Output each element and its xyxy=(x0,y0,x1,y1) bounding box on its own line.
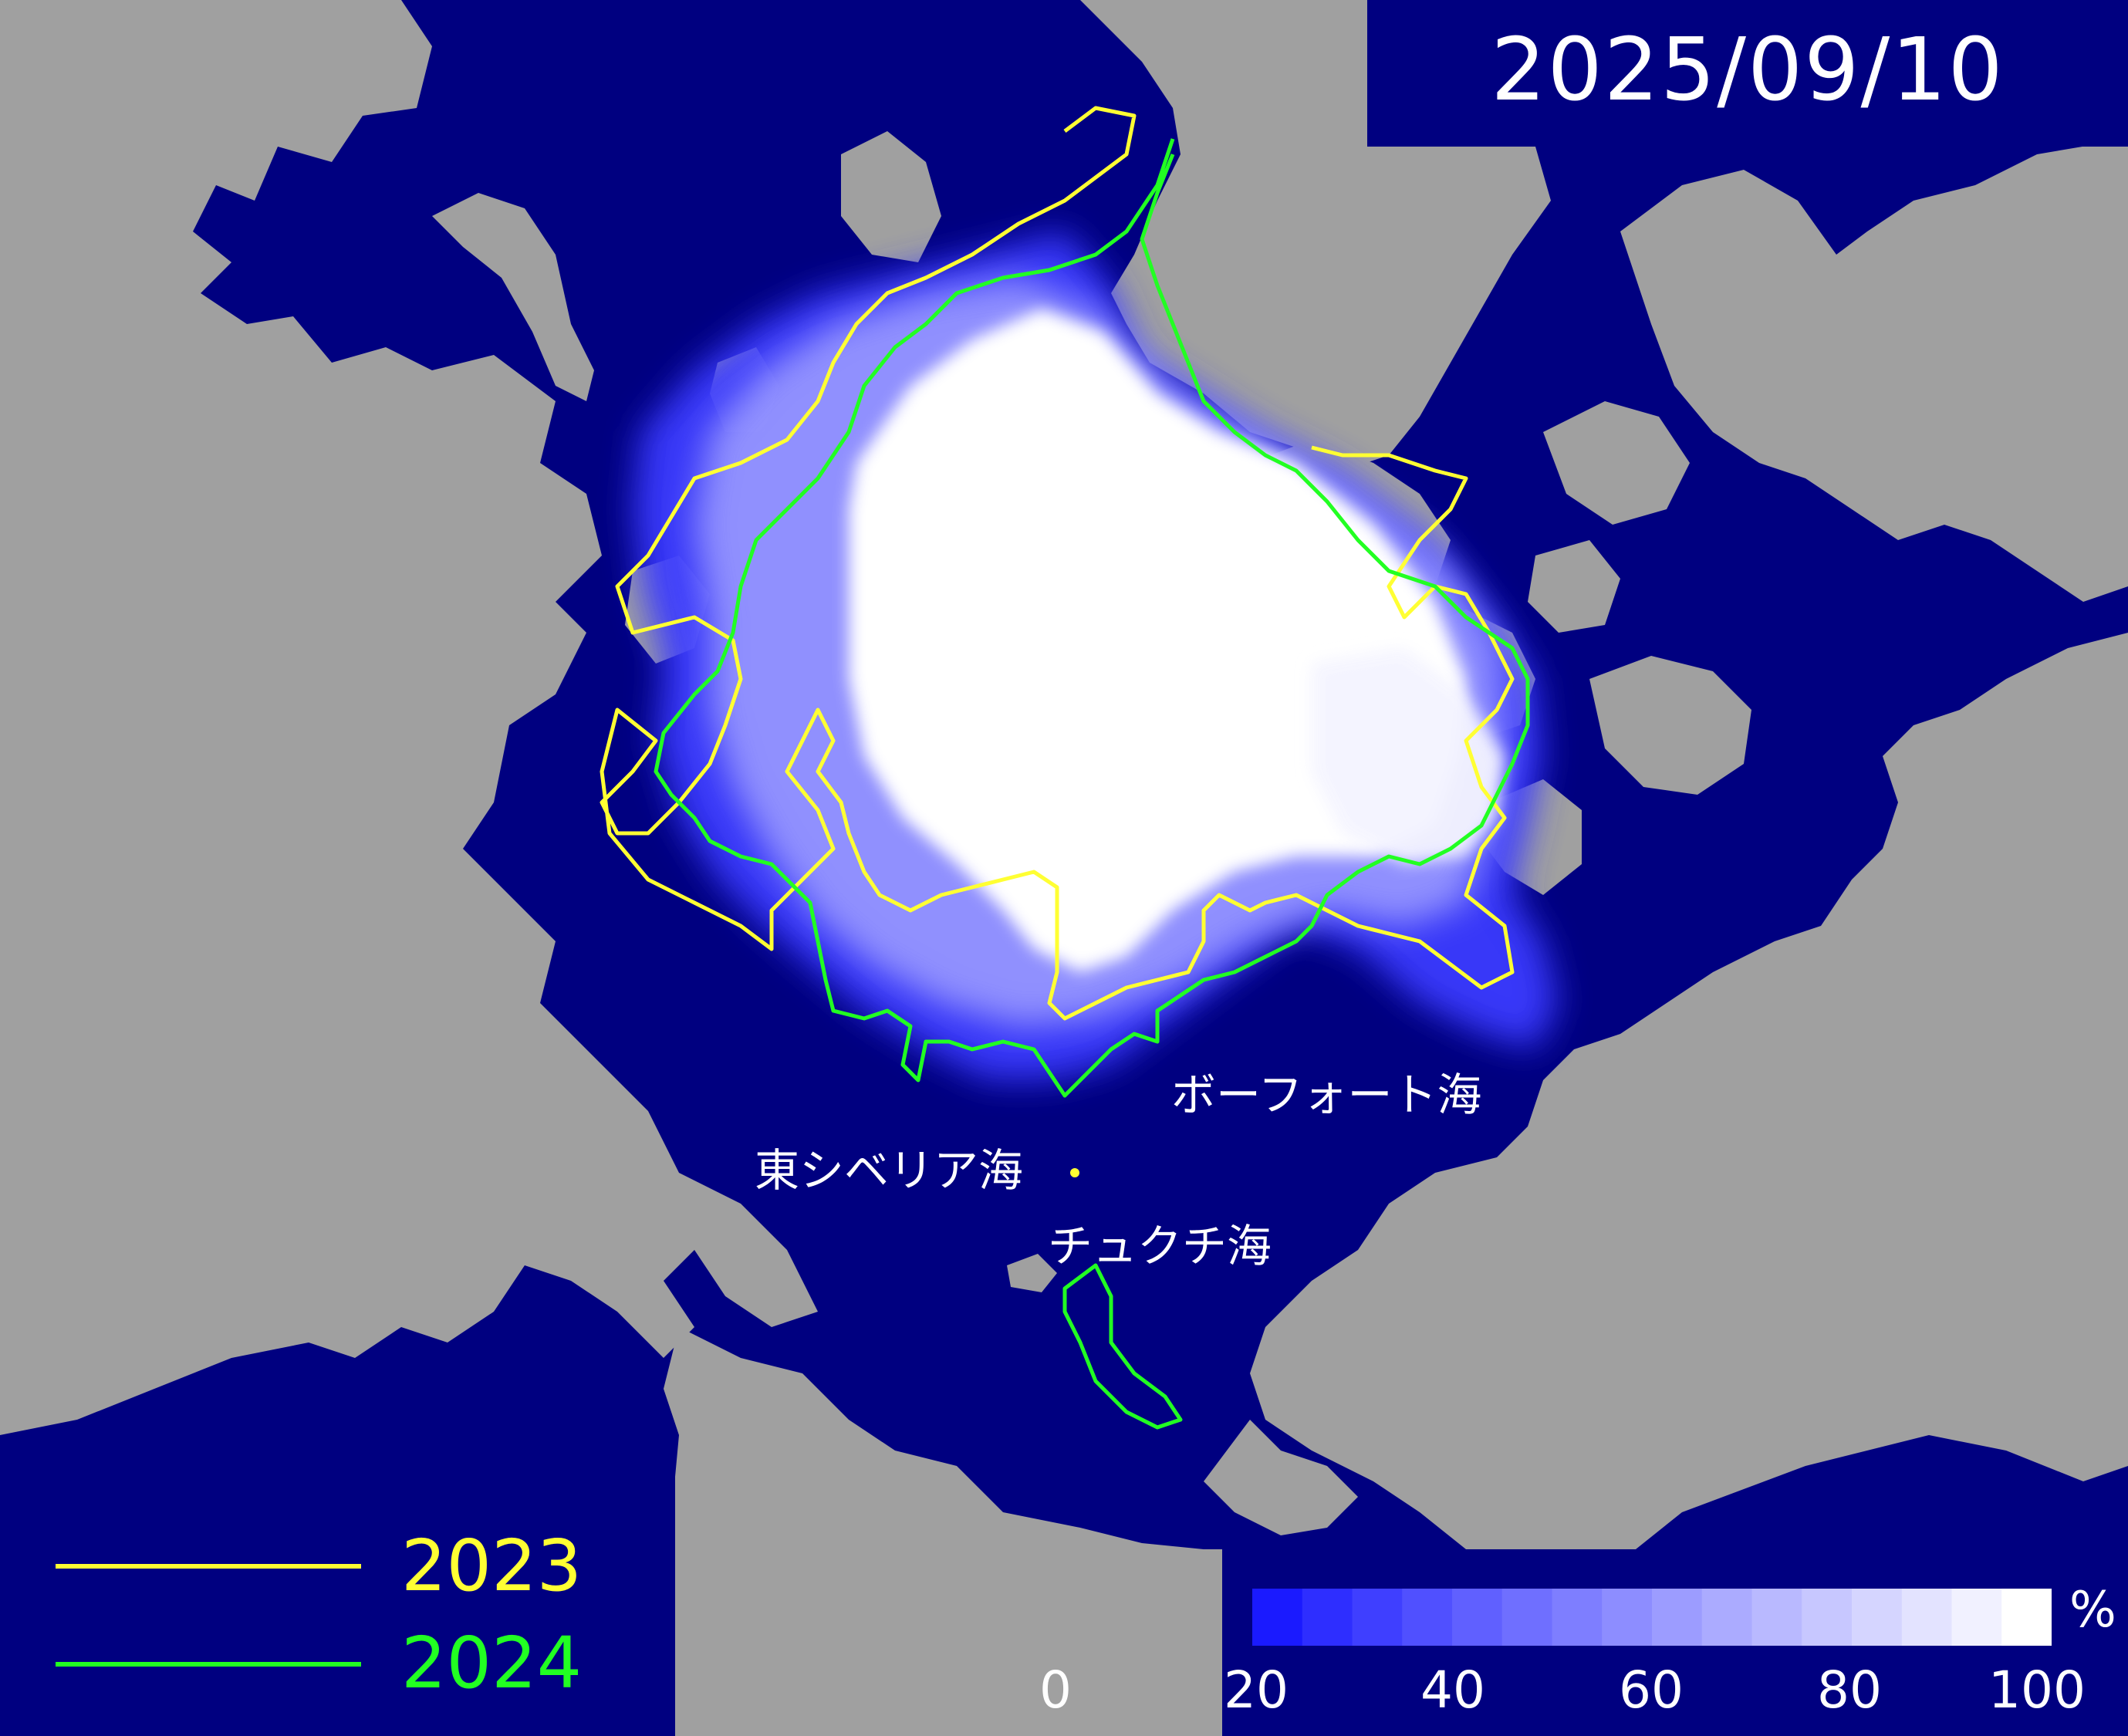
colorbar-tick-0: 0 xyxy=(1039,1660,1072,1720)
colorbar-step xyxy=(1852,1589,1903,1646)
contour-2023 xyxy=(600,106,1515,1021)
colorbar-step xyxy=(1901,1589,1953,1646)
colorbar-step xyxy=(1552,1589,1603,1646)
land-north-america xyxy=(1250,633,2128,1549)
colorbar-step xyxy=(1252,1589,1303,1646)
land-baffin xyxy=(1620,139,2128,602)
colorbar-step xyxy=(2001,1589,2052,1646)
legend-label-2023: 2023 xyxy=(401,1525,583,1607)
colorbar-step xyxy=(1452,1589,1503,1646)
colorbar-step xyxy=(1602,1589,1653,1646)
colorbar-step xyxy=(1802,1589,1853,1646)
legend-label-2024: 2024 xyxy=(401,1622,583,1704)
beaufort-sea-label: ボーフォート海 xyxy=(1171,1069,1482,1121)
colorbar-unit: % xyxy=(2069,1582,2116,1639)
land-archipelago-2 xyxy=(1543,401,1690,525)
land-wrangel xyxy=(1007,1254,1057,1292)
ice-core xyxy=(849,309,1466,972)
land-novaya-zemlya xyxy=(432,193,594,401)
colorbar-tick-80: 80 xyxy=(1817,1660,1882,1720)
legend-line-2024 xyxy=(56,1662,361,1667)
colorbar-step xyxy=(1701,1589,1753,1646)
land-archipelago-3 xyxy=(1528,540,1620,633)
contour-2024 xyxy=(654,138,1530,1098)
legend-line-2023 xyxy=(56,1564,361,1569)
concentration-colorbar xyxy=(1252,1589,2052,1646)
colorbar-step xyxy=(1751,1589,1802,1646)
colorbar-steps xyxy=(1252,1589,2052,1646)
land-victoria-island xyxy=(1589,656,1751,795)
land-svalbard xyxy=(841,131,941,262)
date-panel: 2025/09/10 xyxy=(1367,0,2128,147)
contour-2024-chukchi-tongue xyxy=(1062,1263,1183,1430)
land-far-east xyxy=(664,1327,1222,1736)
land-greenland xyxy=(1080,0,1551,471)
chukchi-sea-label: チュクチ海 xyxy=(1048,1220,1272,1272)
land-siberia xyxy=(0,0,818,1435)
colorbar-step xyxy=(1951,1589,2002,1646)
land-alaska-peninsula xyxy=(1204,1420,1358,1535)
colorbar-tick-60: 60 xyxy=(1619,1660,1684,1720)
colorbar-step xyxy=(1402,1589,1453,1646)
colorbar-tick-20: 20 xyxy=(1224,1660,1289,1720)
year-legend: 2023 2024 xyxy=(0,1477,675,1736)
colorbar-step xyxy=(1302,1589,1353,1646)
contour-2023-islet xyxy=(1070,1168,1079,1177)
east-siberian-sea-label: 東シベリア海 xyxy=(755,1144,1024,1197)
colorbar-step xyxy=(1352,1589,1403,1646)
colorbar-step xyxy=(1652,1589,1703,1646)
colorbar-step xyxy=(1501,1589,1553,1646)
colorbar-tick-40: 40 xyxy=(1420,1660,1485,1720)
colorbar-tick-100: 100 xyxy=(1988,1660,2086,1720)
ice-core-east xyxy=(1312,648,1505,864)
date-label: 2025/09/10 xyxy=(1491,20,2005,120)
